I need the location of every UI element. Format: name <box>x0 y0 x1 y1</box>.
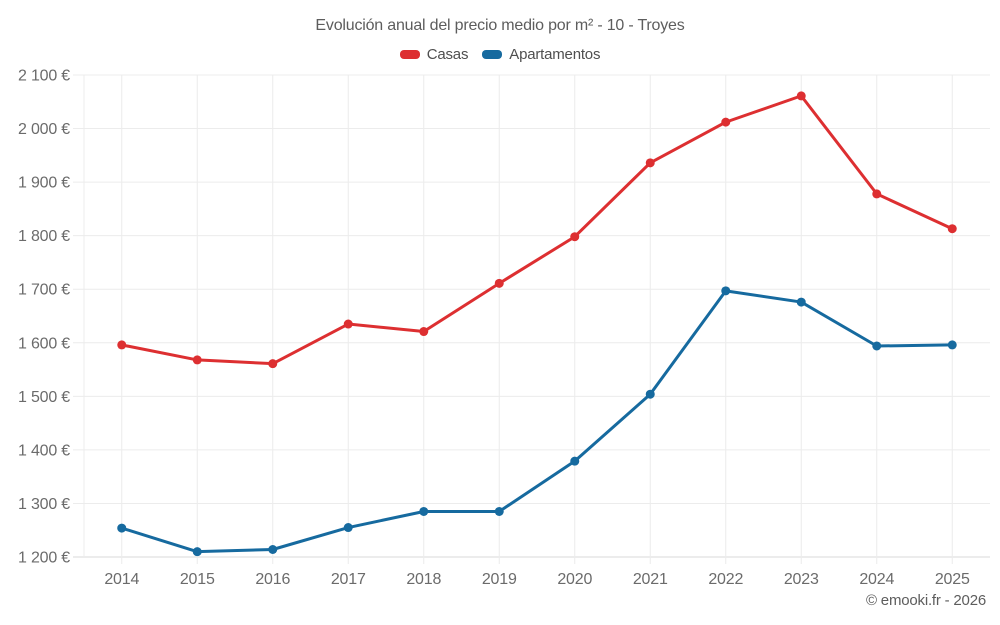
x-tick-label: 2014 <box>104 571 139 588</box>
data-point-apartamentos-2014[interactable] <box>117 523 127 533</box>
legend-swatch-casas-icon <box>399 50 420 59</box>
y-tick-label: 2 100 € <box>18 68 70 85</box>
y-tick-label: 1 700 € <box>18 282 70 299</box>
x-tick-label: 2020 <box>557 571 592 588</box>
data-point-apartamentos-2021[interactable] <box>645 389 655 399</box>
data-point-casas-2018[interactable] <box>419 327 429 337</box>
data-point-apartamentos-2018[interactable] <box>419 506 429 516</box>
legend-label-casas: Casas <box>426 46 469 63</box>
data-point-apartamentos-2019[interactable] <box>494 506 504 516</box>
data-point-apartamentos-2022[interactable] <box>721 286 731 296</box>
data-point-casas-2016[interactable] <box>268 359 278 369</box>
data-point-casas-2017[interactable] <box>343 319 353 329</box>
x-tick-label: 2019 <box>482 571 517 588</box>
data-point-casas-2015[interactable] <box>192 355 202 365</box>
data-point-apartamentos-2015[interactable] <box>192 547 202 557</box>
data-point-casas-2023[interactable] <box>796 91 806 101</box>
y-tick-label: 1 200 € <box>18 550 70 567</box>
x-tick-label: 2015 <box>180 571 215 588</box>
data-point-apartamentos-2023[interactable] <box>796 297 806 307</box>
data-point-apartamentos-2017[interactable] <box>343 523 353 533</box>
series-line-casas <box>120 94 954 366</box>
data-point-apartamentos-2024[interactable] <box>872 341 882 351</box>
y-tick-label: 1 300 € <box>18 496 70 513</box>
copyright-footer: © emooki.fr - 2026 <box>865 592 986 609</box>
data-point-casas-2024[interactable] <box>872 189 882 199</box>
legend: Casas Apartamentos <box>0 46 1000 63</box>
data-point-casas-2022[interactable] <box>721 117 731 127</box>
chart-title: Evolución anual del precio medio por m² … <box>315 17 685 34</box>
x-tick-label: 2024 <box>859 571 894 588</box>
legend-item-apartamentos[interactable]: Apartamentos <box>482 46 600 63</box>
data-point-apartamentos-2020[interactable] <box>570 456 580 466</box>
y-tick-label: 1 400 € <box>18 442 70 459</box>
x-tick-label: 2025 <box>935 571 970 588</box>
x-tick-label: 2022 <box>708 571 743 588</box>
data-point-apartamentos-2016[interactable] <box>268 545 278 555</box>
y-tick-label: 2 000 € <box>18 121 70 138</box>
x-tick-label: 2018 <box>406 571 441 588</box>
y-tick-label: 1 800 € <box>18 228 70 245</box>
x-tick-label: 2021 <box>633 571 668 588</box>
data-point-apartamentos-2025[interactable] <box>947 340 957 350</box>
y-tick-label: 1 500 € <box>18 389 70 406</box>
y-tick-label: 1 900 € <box>18 175 70 192</box>
x-tick-label: 2016 <box>255 571 290 588</box>
data-point-casas-2014[interactable] <box>117 340 127 350</box>
legend-label-apartamentos: Apartamentos <box>509 46 601 63</box>
x-tick-label: 2017 <box>331 571 366 588</box>
data-point-casas-2020[interactable] <box>570 232 580 242</box>
y-tick-label: 1 600 € <box>18 335 70 352</box>
data-point-casas-2025[interactable] <box>947 224 957 234</box>
data-point-casas-2019[interactable] <box>494 278 504 288</box>
legend-swatch-apartamentos-icon <box>482 50 503 59</box>
data-point-casas-2021[interactable] <box>645 158 655 168</box>
series-line-apartamentos <box>120 289 954 554</box>
legend-item-casas[interactable]: Casas <box>399 46 469 63</box>
x-tick-label: 2023 <box>784 571 819 588</box>
